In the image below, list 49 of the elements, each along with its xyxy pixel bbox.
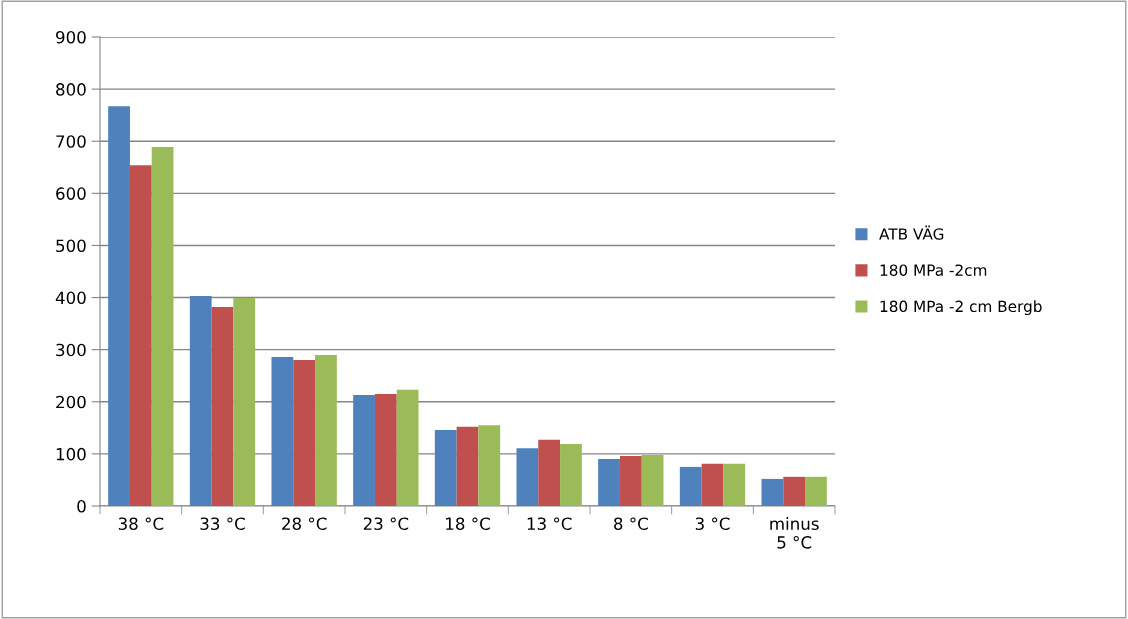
y-tick-label: 800 (56, 83, 86, 96)
bar (315, 354, 337, 506)
x-tick-label: 38 °C (118, 517, 164, 531)
bar (108, 106, 130, 506)
legend-label: 180 MPa -2cm (880, 264, 987, 276)
x-tick-label: 33 °C (200, 517, 245, 531)
y-tick-label: 300 (56, 343, 86, 357)
x-tick-label: 18 °C (446, 517, 490, 531)
bar (434, 429, 457, 506)
bar (723, 463, 746, 506)
bar (478, 425, 501, 506)
bar (598, 459, 620, 506)
bar (560, 443, 582, 506)
bar (211, 306, 234, 506)
bar (396, 389, 419, 506)
bar (641, 454, 664, 506)
bar (129, 165, 152, 506)
bar (516, 448, 539, 506)
y-tick-label: 600 (56, 187, 86, 200)
bar (353, 395, 375, 506)
legend-label: 180 MPa -2 cm Bergb (880, 300, 1042, 316)
x-tick-label: 3 °C (695, 517, 730, 531)
bar (761, 478, 784, 506)
bar (783, 476, 806, 506)
bar (151, 146, 174, 506)
bar (456, 426, 479, 506)
y-tick-label: 400 (55, 291, 86, 305)
bar (701, 463, 724, 506)
x-tick-label: 13 °C (527, 517, 572, 531)
y-tick-label: 200 (56, 395, 86, 409)
y-tick-label: 100 (56, 447, 86, 461)
y-tick-label: 0 (77, 499, 86, 513)
y-tick-label: 900 (56, 30, 86, 44)
bar (271, 356, 294, 506)
bar (374, 393, 397, 506)
bar (293, 360, 316, 506)
y-tick-label: 700 (56, 135, 86, 148)
bar (233, 298, 256, 506)
x-tick-label: 28 °C (282, 517, 327, 531)
bar (619, 455, 642, 506)
x-tick-label: 23 °C (363, 517, 409, 531)
x-tick-label: 8 °C (614, 517, 648, 531)
bar (189, 295, 212, 506)
legend-label: ATB VÄG (879, 225, 944, 240)
x-tick-label: minus 5 °C (770, 517, 819, 549)
bar (805, 476, 827, 506)
bar (679, 466, 702, 506)
bar (538, 439, 561, 506)
y-tick-label: 500 (56, 239, 86, 253)
